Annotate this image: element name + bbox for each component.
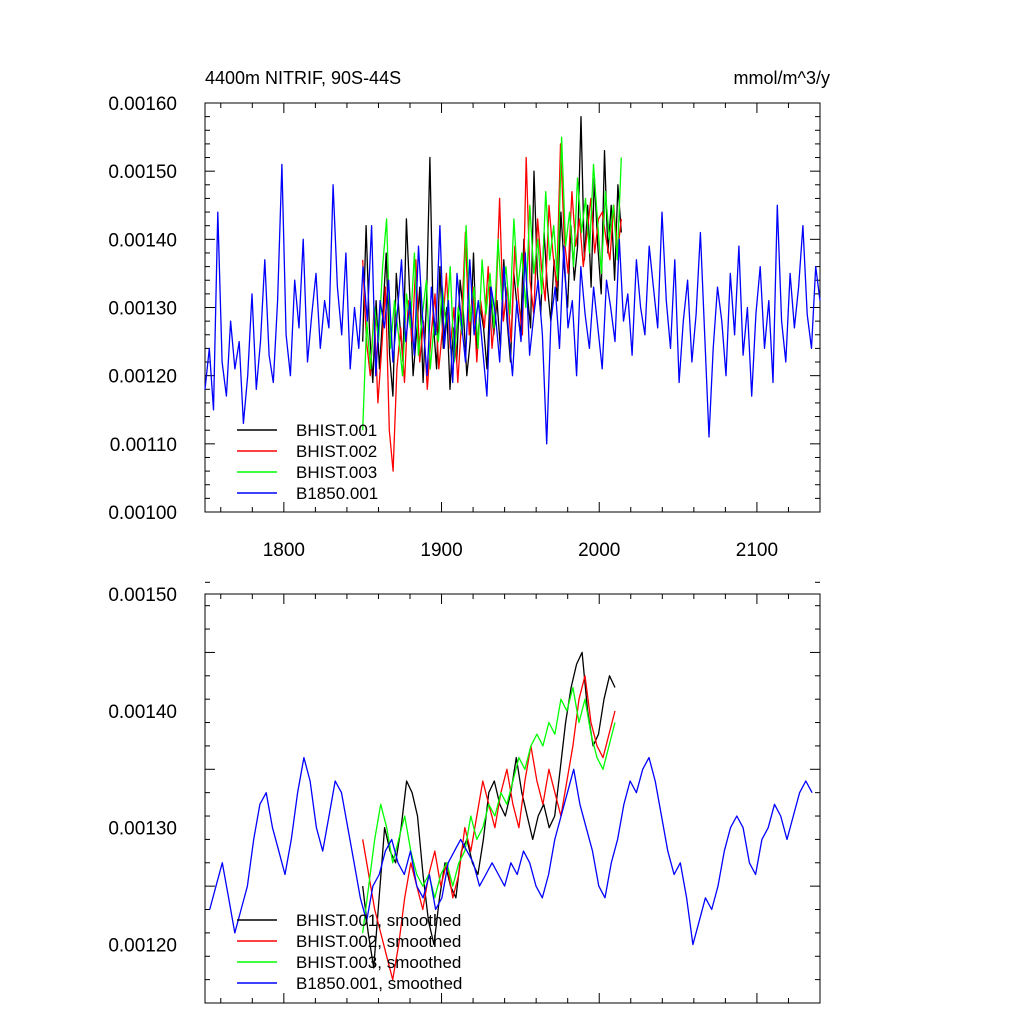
y-tick-label: 0.00100 — [108, 503, 177, 524]
series-line-3 — [209, 756, 813, 946]
y-tick-label: 0.00150 — [108, 162, 177, 183]
x-tick-label: 2100 — [736, 540, 778, 561]
series-line-3 — [204, 163, 821, 445]
bottom-plot: 0.00120 0.00130 0.00140 0.00150 BHIST.001, s… — [108, 581, 821, 1004]
top-plot-title: 4400m NITRIF, 90S-44S — [205, 68, 401, 88]
x-tick-label: 2000 — [578, 540, 620, 561]
legend-label: BHIST.003, smoothed — [296, 953, 461, 972]
legend-label: BHIST.003 — [296, 463, 377, 482]
series-line-0 — [362, 651, 616, 969]
x-tick-label: 1800 — [263, 540, 305, 561]
y-tick-label: 0.00130 — [108, 299, 177, 320]
legend-label: BHIST.002 — [296, 442, 377, 461]
y-tick-label: 0.00140 — [108, 702, 177, 723]
y-tick-label: 0.00110 — [110, 435, 177, 456]
legend-label: B1850.001 — [296, 484, 378, 503]
x-tick-label: 1900 — [420, 540, 462, 561]
series-line-2 — [362, 686, 616, 933]
legend-label: B1850.001, smoothed — [296, 974, 462, 993]
y-tick-label: 0.00130 — [108, 819, 177, 840]
y-tick-label: 0.00120 — [108, 936, 177, 957]
legend-label: BHIST.001 — [296, 421, 377, 440]
y-tick-label: 0.00160 — [108, 94, 177, 115]
series-line-1 — [362, 143, 622, 472]
legend-label: BHIST.002, smoothed — [296, 932, 461, 951]
y-tick-label: 0.00150 — [108, 585, 177, 606]
top-plot: 4400m NITRIF, 90S-44S mmol/m^3/y 1800 190… — [108, 68, 830, 561]
top-plot-units: mmol/m^3/y — [734, 68, 830, 88]
y-tick-label: 0.00140 — [108, 230, 177, 251]
y-tick-label: 0.00120 — [108, 367, 177, 388]
legend-label: BHIST.001, smoothed — [296, 911, 461, 930]
plot-frame — [204, 593, 821, 1004]
series-line-2 — [362, 136, 622, 431]
